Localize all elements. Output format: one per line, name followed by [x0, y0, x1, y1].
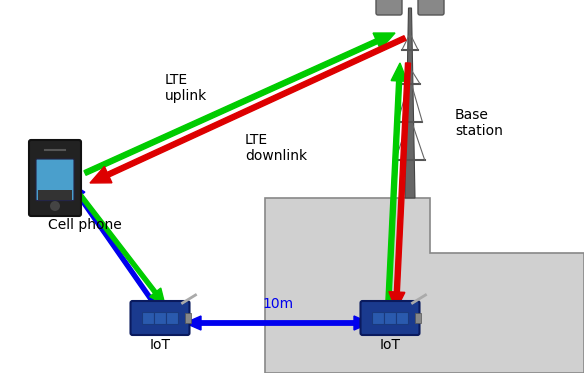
FancyBboxPatch shape: [360, 301, 419, 335]
Circle shape: [50, 201, 60, 211]
Text: IoT: IoT: [380, 338, 401, 352]
Bar: [166, 312, 178, 324]
Text: IoT: IoT: [150, 338, 171, 352]
Text: 10m: 10m: [262, 297, 294, 311]
FancyArrow shape: [70, 183, 157, 306]
Bar: [154, 312, 166, 324]
FancyArrow shape: [90, 36, 406, 183]
FancyArrow shape: [385, 63, 407, 310]
Bar: [396, 312, 408, 324]
Text: Cell phone: Cell phone: [48, 218, 122, 232]
FancyBboxPatch shape: [376, 0, 402, 15]
FancyArrow shape: [185, 316, 370, 330]
Polygon shape: [265, 198, 584, 373]
Bar: [38, 190, 72, 200]
FancyBboxPatch shape: [130, 301, 189, 335]
Bar: [185, 313, 190, 323]
Bar: [415, 313, 420, 323]
FancyArrow shape: [185, 316, 370, 330]
FancyArrow shape: [389, 63, 411, 310]
Bar: [372, 312, 384, 324]
Text: LTE
uplink: LTE uplink: [165, 73, 207, 103]
Bar: [384, 312, 396, 324]
Text: Base
station: Base station: [455, 108, 503, 138]
Text: LTE
downlink: LTE downlink: [245, 133, 307, 163]
Bar: [142, 312, 154, 324]
FancyBboxPatch shape: [36, 159, 74, 201]
FancyBboxPatch shape: [29, 140, 81, 216]
FancyArrow shape: [74, 187, 165, 305]
Polygon shape: [405, 8, 415, 198]
FancyArrow shape: [84, 33, 395, 175]
FancyBboxPatch shape: [418, 0, 444, 15]
